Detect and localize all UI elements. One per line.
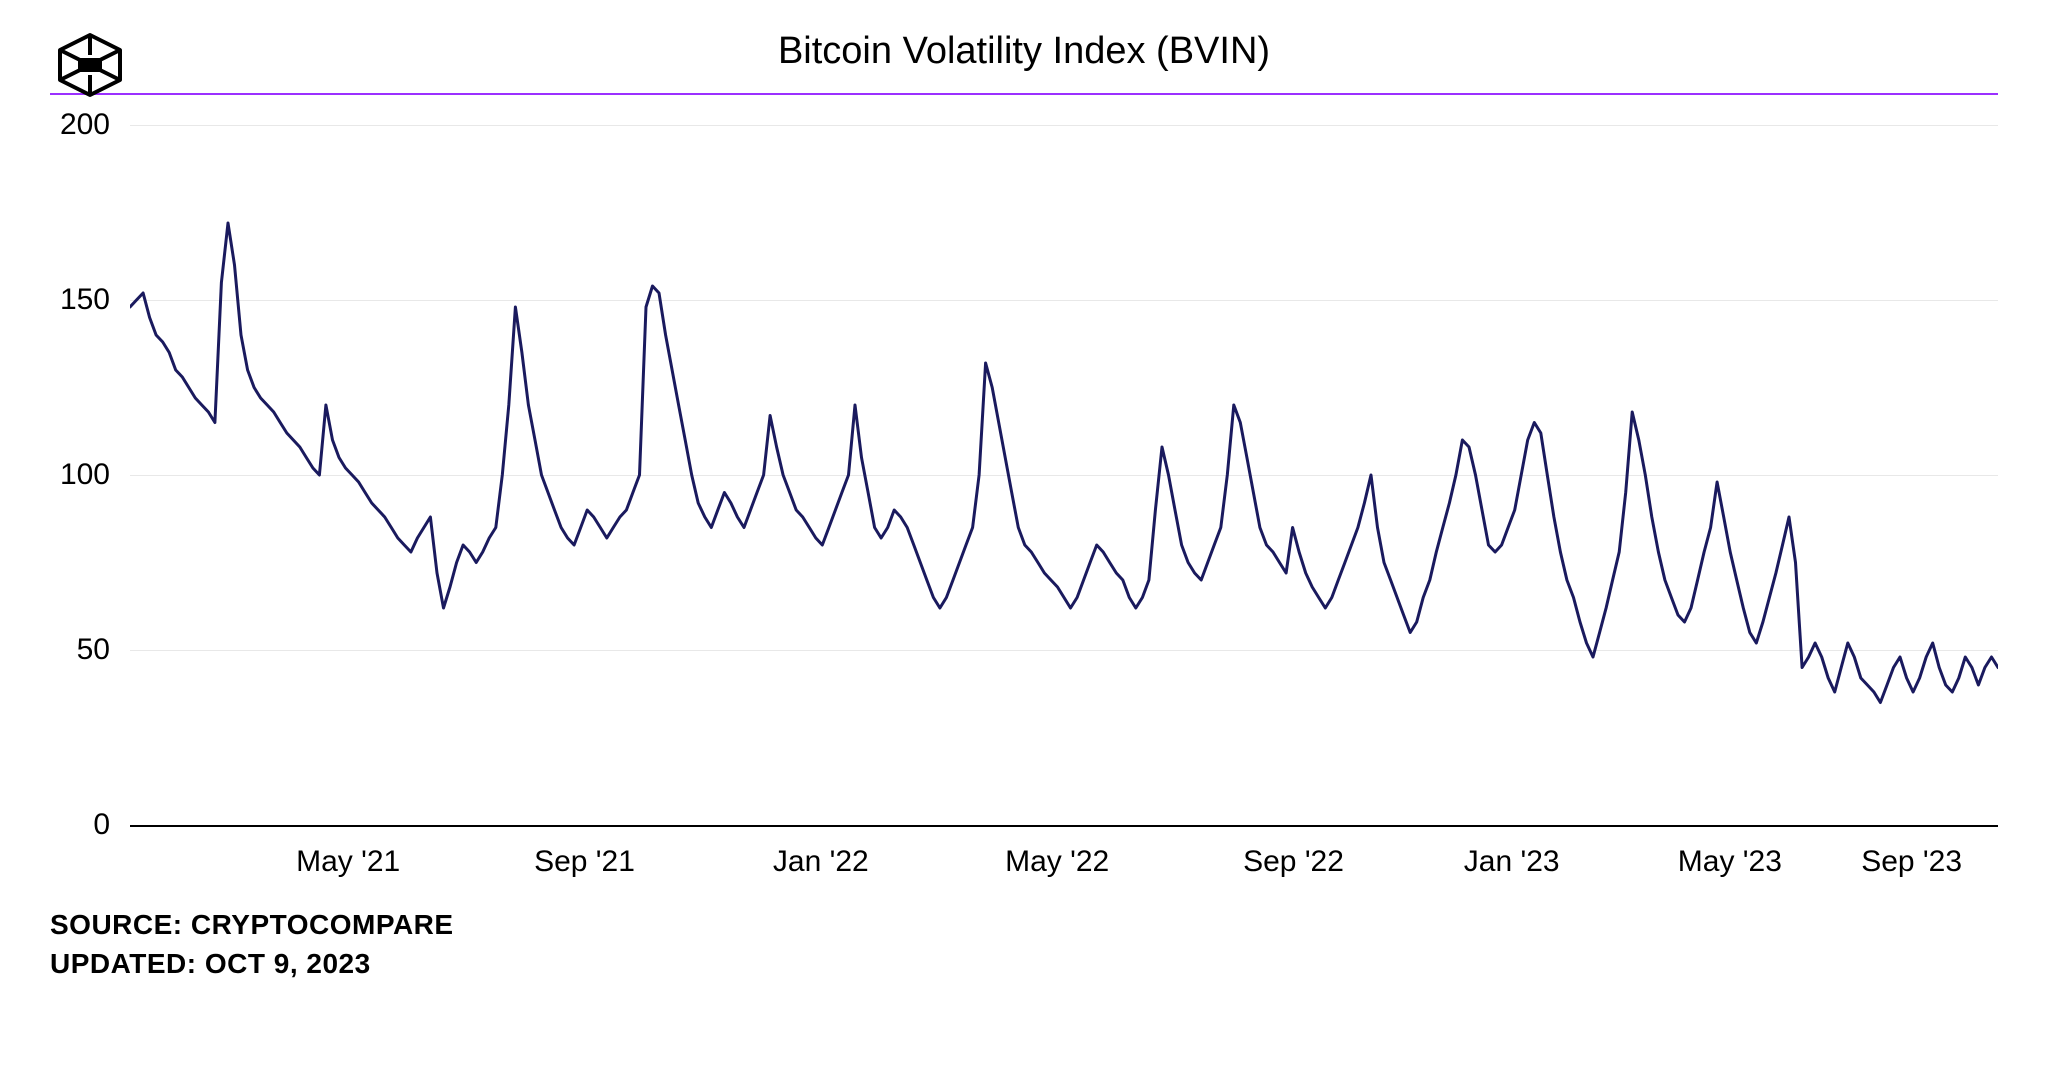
brand-logo-icon bbox=[50, 30, 130, 105]
header-divider bbox=[50, 93, 1998, 95]
x-axis-line bbox=[130, 825, 1998, 827]
source-label: SOURCE: bbox=[50, 909, 183, 940]
x-tick-label: Jan '23 bbox=[1464, 845, 1560, 879]
updated-value: OCT 9, 2023 bbox=[205, 948, 371, 979]
data-line bbox=[130, 125, 1998, 825]
x-tick-label: May '21 bbox=[296, 845, 400, 879]
source-line: SOURCE: CRYPTOCOMPARE bbox=[50, 905, 1998, 944]
chart-title: Bitcoin Volatility Index (BVIN) bbox=[50, 30, 1998, 73]
y-tick-label: 100 bbox=[30, 458, 110, 492]
y-tick-label: 200 bbox=[30, 108, 110, 142]
x-tick-label: Sep '22 bbox=[1243, 845, 1344, 879]
y-tick-label: 0 bbox=[30, 808, 110, 842]
updated-label: UPDATED: bbox=[50, 948, 197, 979]
source-value: CRYPTOCOMPARE bbox=[191, 909, 454, 940]
y-tick-label: 50 bbox=[30, 633, 110, 667]
chart-footer: SOURCE: CRYPTOCOMPARE UPDATED: OCT 9, 20… bbox=[50, 905, 1998, 983]
chart-plot-area: 050100150200 May '21Sep '21Jan '22May '2… bbox=[50, 125, 1998, 885]
x-tick-label: May '23 bbox=[1678, 845, 1782, 879]
x-tick-label: Sep '21 bbox=[534, 845, 635, 879]
updated-line: UPDATED: OCT 9, 2023 bbox=[50, 944, 1998, 983]
y-tick-label: 150 bbox=[30, 283, 110, 317]
x-tick-label: Jan '22 bbox=[773, 845, 869, 879]
chart-header: Bitcoin Volatility Index (BVIN) bbox=[0, 0, 2048, 93]
x-tick-label: May '22 bbox=[1005, 845, 1109, 879]
x-tick-label: Sep '23 bbox=[1861, 845, 1962, 879]
